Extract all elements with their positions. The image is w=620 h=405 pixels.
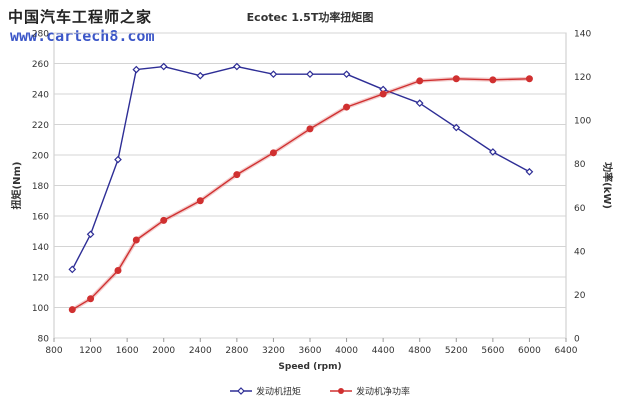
chart-title: Ecotec 1.5T功率扭矩图 [246, 11, 374, 24]
x-tick-label: 1200 [79, 346, 102, 356]
y-left-tick-label: 280 [32, 30, 49, 40]
x-tick-label: 3200 [262, 346, 285, 356]
legend-label: 发动机扭矩 [256, 386, 301, 398]
y-right-tick-label: 40 [574, 247, 586, 257]
series-line-glow-power [71, 76, 530, 312]
y-left-tick-label: 220 [32, 121, 49, 131]
y-left-axis-title: 扭矩(Nm) [10, 162, 23, 210]
x-tick-label: 6000 [518, 346, 541, 356]
data-point-power [452, 75, 460, 83]
y-left-tick-label: 180 [32, 182, 49, 192]
y-left-tick-label: 200 [32, 152, 49, 162]
data-point-torque [196, 71, 205, 80]
x-tick-label: 2800 [225, 346, 248, 356]
y-left-tick-label: 100 [32, 304, 49, 314]
x-tick-label: 2000 [152, 346, 175, 356]
y-right-tick-label: 120 [574, 73, 591, 83]
x-tick-label: 4000 [335, 346, 358, 356]
watermark-site-name: 中国汽车工程师之家 [8, 8, 153, 26]
x-tick-label: 3600 [299, 346, 322, 356]
legend-swatch-marker [237, 387, 245, 395]
y-left-tick-label: 80 [38, 335, 50, 345]
y-right-tick-label: 0 [574, 335, 580, 345]
y-right-tick-label: 60 [574, 204, 586, 214]
data-point-torque [233, 62, 241, 71]
legend-swatch-marker [338, 388, 344, 394]
y-right-axis-title: 功率(kW) [601, 162, 614, 209]
x-tick-label: 2400 [189, 346, 212, 356]
data-point-torque [68, 265, 77, 274]
x-tick-label: 1600 [116, 346, 139, 356]
x-tick-label: 5200 [445, 346, 468, 356]
x-tick-label: 4800 [408, 346, 431, 356]
data-point-power [114, 266, 122, 274]
data-point-power [489, 76, 497, 84]
data-point-torque [525, 167, 534, 176]
y-left-tick-label: 140 [32, 243, 49, 253]
data-point-power [68, 306, 76, 314]
x-tick-label: 5600 [481, 346, 504, 356]
data-point-power [269, 149, 277, 157]
data-point-torque [452, 123, 461, 132]
y-right-tick-label: 100 [574, 117, 591, 127]
y-right-tick-label: 140 [574, 30, 591, 40]
y-left-tick-label: 160 [32, 213, 49, 223]
data-point-power [196, 197, 204, 205]
x-tick-label: 800 [45, 346, 62, 356]
data-point-torque [132, 65, 141, 74]
data-point-power [132, 236, 140, 244]
x-tick-label: 4400 [372, 346, 395, 356]
data-point-torque [415, 99, 424, 107]
y-left-tick-label: 260 [32, 60, 49, 70]
data-point-power [379, 90, 387, 98]
x-axis-title: Speed (rpm) [278, 362, 341, 372]
data-point-power [233, 171, 241, 179]
data-point-power [416, 77, 424, 85]
legend-label: 发动机净功率 [356, 386, 410, 398]
data-point-power [160, 216, 168, 224]
data-point-torque [306, 70, 314, 79]
series-line-power [71, 78, 530, 311]
y-right-tick-label: 20 [574, 291, 586, 301]
data-point-torque [159, 62, 168, 71]
data-point-torque [489, 148, 497, 156]
data-point-power [343, 103, 351, 111]
data-point-power [525, 75, 533, 83]
y-right-tick-label: 80 [574, 160, 586, 170]
data-point-torque [269, 70, 278, 79]
y-left-tick-label: 120 [32, 274, 49, 284]
data-point-torque [86, 230, 95, 239]
data-point-torque [342, 70, 351, 79]
data-point-power [87, 295, 95, 303]
watermark-url: www.cartech8.com [10, 27, 155, 45]
data-point-power [306, 125, 314, 133]
y-left-tick-label: 240 [32, 91, 49, 101]
data-point-torque [114, 155, 122, 164]
x-tick-label: 6400 [555, 346, 578, 356]
